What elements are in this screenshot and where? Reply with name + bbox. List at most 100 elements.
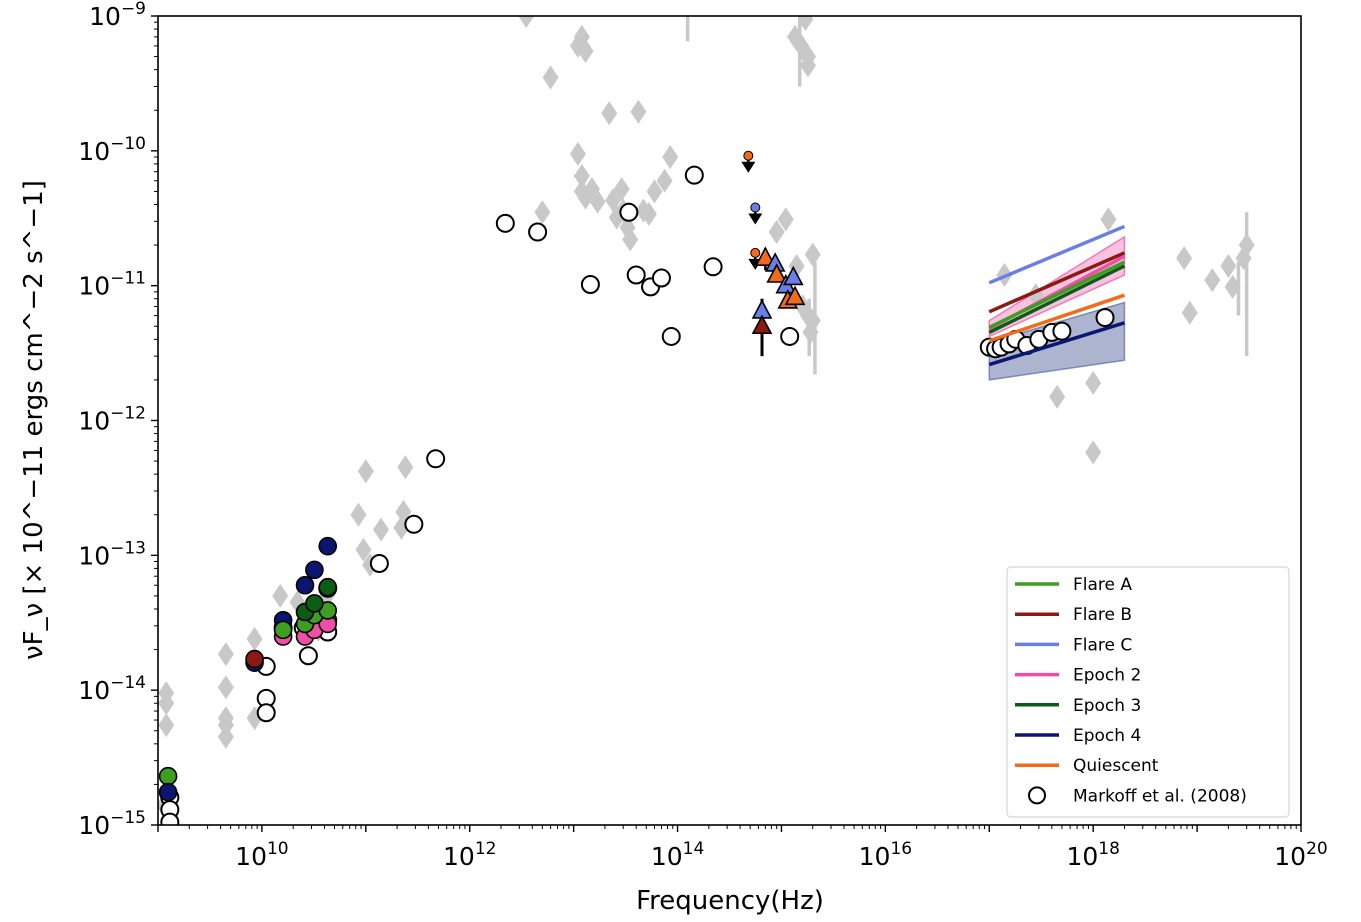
xray-model-line: [988, 321, 1125, 367]
archival-diamond: [662, 145, 679, 170]
legend-label: Epoch 4: [1073, 726, 1141, 746]
markoff-circle: [298, 646, 318, 666]
archival-diamond: [1181, 300, 1198, 325]
x-tick-label: 1010: [235, 839, 288, 871]
archival-diamond: [518, 16, 535, 28]
xray-model-lines: [988, 224, 1126, 367]
ir-triangle: [766, 263, 788, 283]
archival-diamond: [622, 227, 639, 252]
archival-diamond: [158, 691, 175, 716]
xray-model-line: [988, 224, 1126, 285]
x-tick-label: 1020: [1274, 839, 1327, 871]
legend-item: Flare C: [1015, 635, 1132, 655]
archival-diamond: [799, 53, 816, 78]
archival-diamond: [272, 583, 289, 608]
markoff-points: [160, 165, 1115, 825]
archival-diamond: [1238, 233, 1255, 258]
archival-diamond: [1176, 246, 1193, 271]
archival-diamond: [640, 202, 657, 227]
markoff-circle: [528, 222, 548, 242]
archival-diamond: [357, 459, 374, 484]
ir-triangle: [784, 285, 806, 306]
legend-item: Epoch 2: [1015, 666, 1141, 686]
legend-item: Epoch 4: [1015, 726, 1141, 746]
archival-diamond: [373, 517, 390, 542]
radio-point: [295, 575, 315, 595]
xray-model-line: [988, 251, 1126, 314]
markoff-circle: [1052, 321, 1072, 341]
archival-diamond: [217, 675, 234, 700]
archival-diamond: [656, 168, 673, 193]
radio-point: [273, 620, 293, 640]
archival-diamond: [246, 626, 263, 651]
archival-diamond: [1224, 274, 1241, 299]
archival-diamond: [355, 537, 372, 562]
x-tick-label: 1018: [1066, 839, 1119, 871]
archival-diamond: [569, 141, 586, 166]
y-tick-label: 10−11: [78, 269, 146, 301]
legend-label: Epoch 3: [1073, 696, 1141, 716]
markoff-circle: [256, 703, 276, 723]
upper-limit-point: [750, 202, 761, 213]
legend-label: Markoff et al. (2008): [1073, 786, 1247, 806]
archival-diamond: [1049, 384, 1066, 409]
y-axis-title: νF_ν [× 10^−11 ergs cm^−2 s^−1]: [19, 180, 49, 660]
ir-triangle: [751, 314, 773, 335]
legend-swatch: [1028, 786, 1046, 805]
markoff-circle: [661, 326, 681, 346]
archival-diamond: [1100, 207, 1117, 232]
radio-point: [305, 594, 324, 613]
xray-band: [988, 301, 1126, 381]
y-tick-label: 10−13: [78, 538, 146, 570]
radio-points: [158, 536, 338, 802]
radio-point: [158, 766, 178, 786]
markoff-circle: [651, 268, 671, 288]
legend-box: [1006, 566, 1290, 818]
legend-item: Flare B: [1015, 605, 1132, 625]
legend-item: Epoch 3: [1015, 696, 1141, 716]
ir-points: [741, 150, 806, 357]
archival-diamond: [589, 189, 606, 214]
legend-item: Markoff et al. (2008): [1028, 786, 1247, 806]
y-tick-label: 10−15: [78, 808, 146, 840]
y-axis: 10−15 10−14 10−13 10−12 10−11 10−10 10−9: [78, 0, 158, 840]
markoff-circle: [160, 812, 180, 825]
upper-limit-point: [743, 150, 754, 161]
archival-error-bars: [685, 16, 1249, 375]
x-tick-label: 1014: [651, 839, 704, 871]
archival-diamond: [1220, 253, 1237, 278]
archival-diamond: [573, 164, 590, 189]
markoff-circle: [780, 326, 800, 346]
archival-diamond: [158, 713, 175, 738]
archival-points: [158, 16, 1255, 818]
ir-triangle: [782, 265, 804, 286]
archival-diamond: [1235, 246, 1252, 271]
archival-diamond: [630, 99, 647, 124]
archival-diamond: [1085, 440, 1102, 465]
y-tick-label: 10−12: [78, 404, 146, 436]
archival-diamond: [395, 499, 412, 524]
ir-triangle: [755, 246, 776, 266]
archival-diamond: [777, 207, 794, 232]
archival-diamond: [577, 39, 594, 64]
upper-limit-arrow: [741, 161, 756, 173]
legend-label: Flare A: [1073, 575, 1132, 595]
markoff-circle: [426, 449, 446, 469]
markoff-circle: [495, 213, 515, 233]
y-tick-label: 10−9: [89, 0, 146, 31]
markoff-circle: [369, 553, 389, 573]
archival-diamond: [601, 101, 618, 126]
markoff-circle: [619, 202, 639, 222]
x-axis-title: Frequency(Hz): [636, 886, 824, 916]
y-tick-label: 10−10: [78, 134, 146, 166]
x-tick-label: 1012: [443, 839, 496, 871]
upper-limit-point: [750, 247, 761, 258]
markoff-circle: [703, 257, 723, 277]
xray-model-line: [988, 293, 1126, 343]
legend-item: Quiescent: [1015, 756, 1159, 776]
legend-item: Flare A: [1015, 575, 1132, 595]
archival-diamond: [804, 242, 821, 267]
archival-diamond: [768, 220, 785, 245]
archival-diamond: [646, 179, 663, 204]
xray-model-line: [988, 264, 1126, 334]
